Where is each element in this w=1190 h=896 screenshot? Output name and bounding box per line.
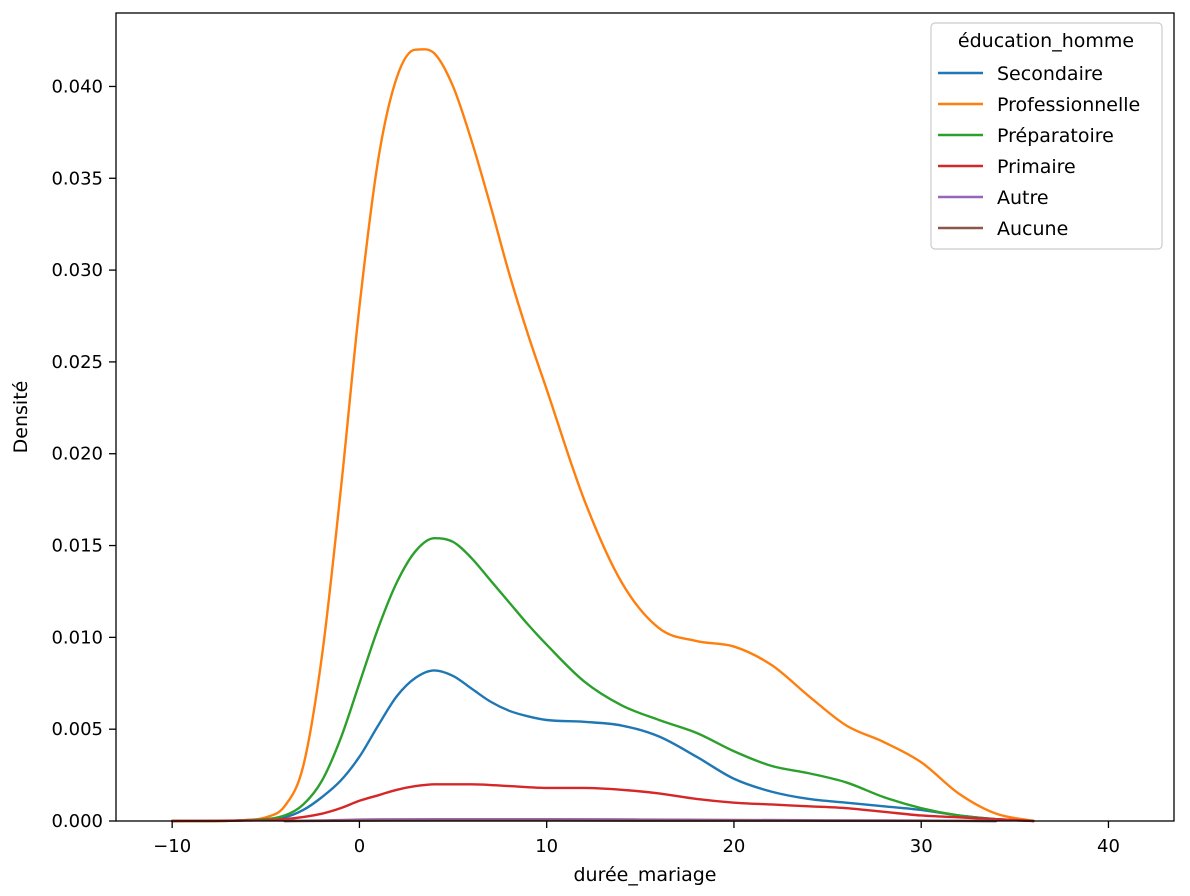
y-axis: 0.000 0.005 0.010 0.015 0.020 0.025 0.030 0.035… — [51, 76, 116, 832]
legend-label: Préparatoire — [997, 125, 1114, 147]
y-tick-label: 0.020 — [51, 444, 103, 465]
series-line-2 — [170, 537, 1035, 823]
x-axis: −10 0 10 20 30 40 — [153, 821, 1120, 857]
y-tick-label: 0.030 — [51, 260, 103, 281]
y-axis-label: Densité — [10, 381, 32, 454]
x-tick-label: 0 — [354, 836, 365, 857]
series-line-3 — [170, 783, 1035, 823]
x-tick-label: 40 — [1097, 836, 1120, 857]
legend-label: Aucune — [997, 218, 1068, 240]
legend-label: Primaire — [997, 156, 1076, 178]
x-tick-label: 30 — [910, 836, 933, 857]
legend: éducation_homme Secondaire Professionnell… — [930, 22, 1163, 250]
y-tick-label: 0.025 — [51, 352, 103, 373]
legend-box — [930, 22, 1163, 250]
x-axis-label: durée_mariage — [573, 864, 716, 886]
x-tick-label: −10 — [153, 836, 191, 857]
series-line-1 — [170, 48, 1035, 823]
y-tick-label: 0.010 — [51, 627, 103, 648]
legend-items: Secondaire Professionnelle Préparatoire Pri… — [938, 63, 1140, 240]
y-tick-label: 0.015 — [51, 536, 103, 557]
legend-label: Autre — [997, 187, 1049, 209]
y-tick-label: 0.040 — [51, 76, 103, 97]
y-tick-label: 0.000 — [51, 811, 103, 832]
legend-title: éducation_homme — [958, 30, 1134, 52]
series-line-0 — [170, 669, 1035, 823]
legend-label: Secondaire — [997, 63, 1103, 85]
y-tick-label: 0.005 — [51, 719, 103, 740]
x-tick-label: 20 — [722, 836, 745, 857]
plot-frame — [115, 12, 1175, 822]
legend-label: Professionnelle — [997, 94, 1140, 116]
y-tick-label: 0.035 — [51, 168, 103, 189]
x-tick-label: 10 — [535, 836, 558, 857]
